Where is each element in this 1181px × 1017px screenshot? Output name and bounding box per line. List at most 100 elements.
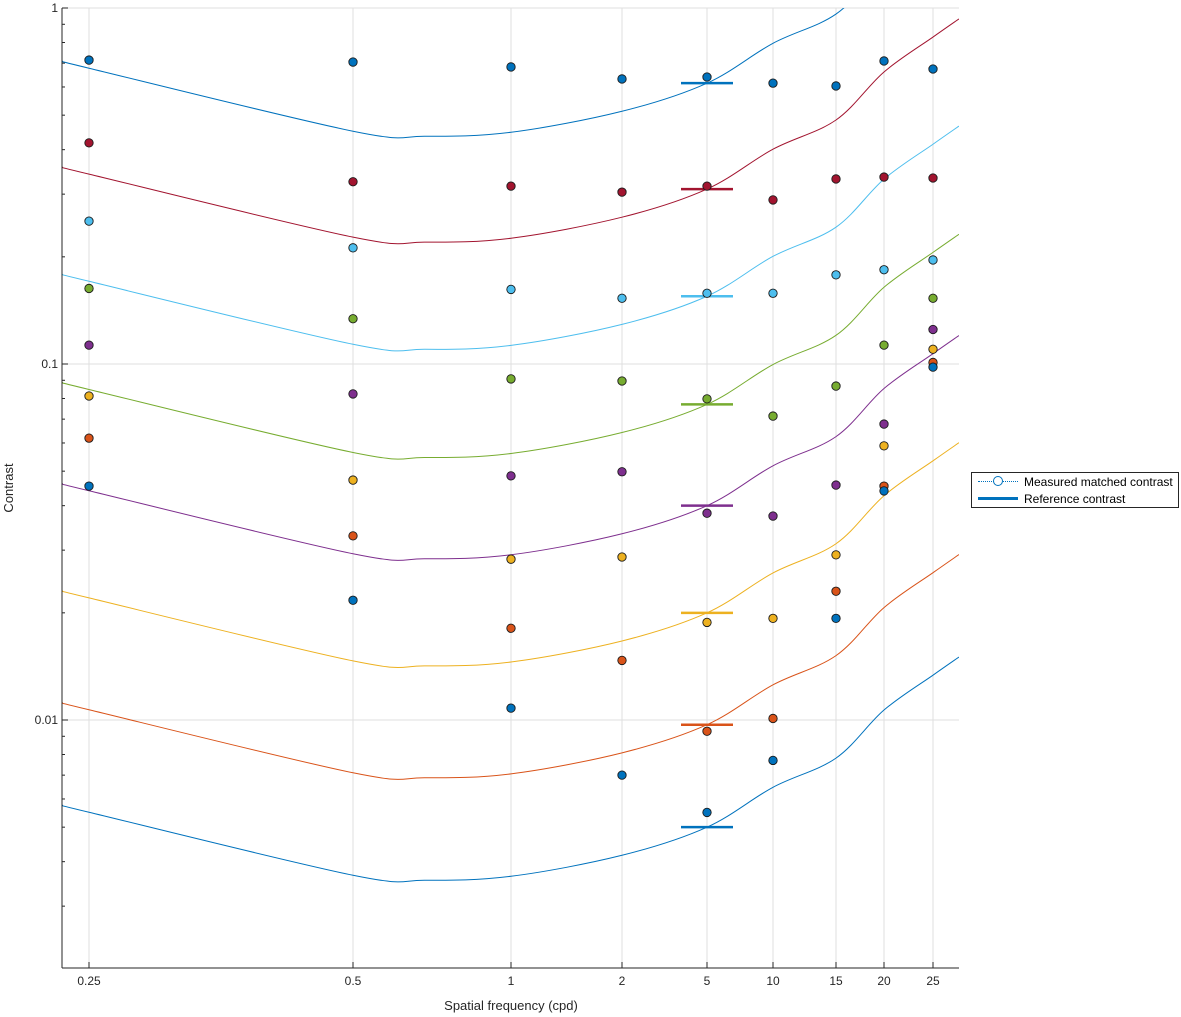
- x-tick-label: 1: [508, 974, 515, 988]
- measured-point: [879, 441, 889, 451]
- x-tick-label: 15: [829, 974, 843, 988]
- measured-point: [617, 655, 627, 666]
- measured-point: [879, 265, 889, 275]
- measured-point: [702, 617, 712, 628]
- legend: Measured matched contrast Reference cont…: [971, 472, 1179, 508]
- x-axis-label: Spatial frequency (cpd): [444, 998, 578, 1013]
- measured-point: [702, 288, 712, 298]
- fit-curves: [62, 8, 959, 883]
- fit-curve: [62, 554, 959, 780]
- measured-point: [831, 270, 841, 280]
- measured-point: [506, 284, 516, 295]
- measured-point: [831, 381, 841, 391]
- measured-point: [84, 340, 94, 350]
- measured-point: [348, 314, 358, 324]
- measured-point: [831, 174, 841, 184]
- measured-point: [84, 283, 94, 294]
- measured-point: [831, 81, 841, 91]
- measured-point: [702, 181, 712, 191]
- fit-curve: [62, 8, 845, 139]
- measured-point: [702, 726, 712, 736]
- fit-curve: [62, 656, 959, 883]
- measured-point: [617, 552, 627, 562]
- fit-curve: [62, 233, 959, 460]
- measured-point: [506, 623, 516, 633]
- measured-point: [768, 78, 778, 88]
- measured-point: [879, 56, 889, 66]
- measured-point: [879, 419, 889, 429]
- legend-label: Reference contrast: [1024, 491, 1126, 506]
- measured-point: [702, 508, 712, 518]
- measured-point: [84, 391, 94, 401]
- measured-point: [348, 177, 358, 187]
- measured-point: [928, 173, 938, 183]
- measured-point: [506, 181, 516, 191]
- fit-curve: [62, 442, 959, 669]
- measured-point: [348, 531, 358, 541]
- measured-point: [928, 344, 938, 354]
- measured-point: [506, 471, 516, 481]
- measured-point: [617, 293, 627, 303]
- dotted-circle-marker-icon: [976, 473, 1020, 490]
- grid: [62, 7, 959, 968]
- measured-point: [768, 195, 778, 205]
- measured-point: [84, 55, 94, 65]
- measured-point: [831, 613, 841, 623]
- legend-label: Measured matched contrast: [1024, 474, 1173, 489]
- y-tick-label: 0.1: [41, 357, 58, 371]
- measured-point: [928, 324, 938, 335]
- measured-point: [617, 74, 627, 84]
- measured-point: [879, 340, 889, 350]
- measured-point: [928, 362, 938, 372]
- measured-point: [84, 138, 94, 148]
- measured-point: [84, 433, 94, 443]
- x-tick-label: 10: [766, 974, 780, 988]
- measured-point: [879, 486, 889, 496]
- axes: 0.25 0.5 1 2 5 10 15 20 250.010.11: [35, 1, 959, 988]
- measured-point: [348, 57, 358, 67]
- measured-point: [831, 586, 841, 596]
- y-tick-label: 0.01: [35, 713, 59, 727]
- measured-point: [831, 550, 841, 560]
- measured-point: [928, 64, 938, 74]
- measured-point: [617, 770, 627, 780]
- y-tick-label: 1: [51, 1, 58, 15]
- measured-point: [348, 475, 358, 485]
- x-tick-label: 5: [704, 974, 711, 988]
- measured-points: [84, 55, 938, 818]
- measured-point: [617, 467, 627, 477]
- fit-curve: [62, 18, 959, 245]
- measured-point: [348, 389, 358, 399]
- x-tick-label: 0.5: [345, 974, 362, 988]
- measured-point: [506, 374, 516, 384]
- measured-point: [768, 613, 778, 623]
- fit-curve: [62, 335, 959, 561]
- y-axis-label: Contrast: [1, 463, 16, 513]
- legend-item-measured: Measured matched contrast: [972, 473, 1173, 490]
- fit-curve: [62, 125, 959, 352]
- measured-point: [928, 255, 938, 265]
- legend-item-reference: Reference contrast: [972, 490, 1125, 507]
- measured-point: [506, 703, 516, 713]
- measured-point: [617, 376, 627, 386]
- x-tick-label: 20: [877, 974, 891, 988]
- measured-point: [84, 481, 94, 491]
- measured-point: [768, 713, 778, 724]
- x-tick-label: 2: [619, 974, 626, 988]
- measured-point: [768, 288, 778, 298]
- measured-point: [617, 187, 627, 197]
- measured-point: [702, 72, 712, 82]
- measured-point: [702, 807, 712, 818]
- measured-point: [768, 411, 778, 421]
- measured-point: [879, 172, 889, 182]
- measured-point: [348, 595, 358, 605]
- solid-line-icon: [976, 490, 1020, 507]
- x-tick-label: 0.25: [77, 974, 101, 988]
- measured-point: [506, 62, 516, 72]
- measured-point: [702, 394, 712, 404]
- measured-point: [768, 511, 778, 521]
- measured-point: [768, 755, 778, 766]
- x-tick-label: 25: [926, 974, 940, 988]
- measured-point: [506, 554, 516, 564]
